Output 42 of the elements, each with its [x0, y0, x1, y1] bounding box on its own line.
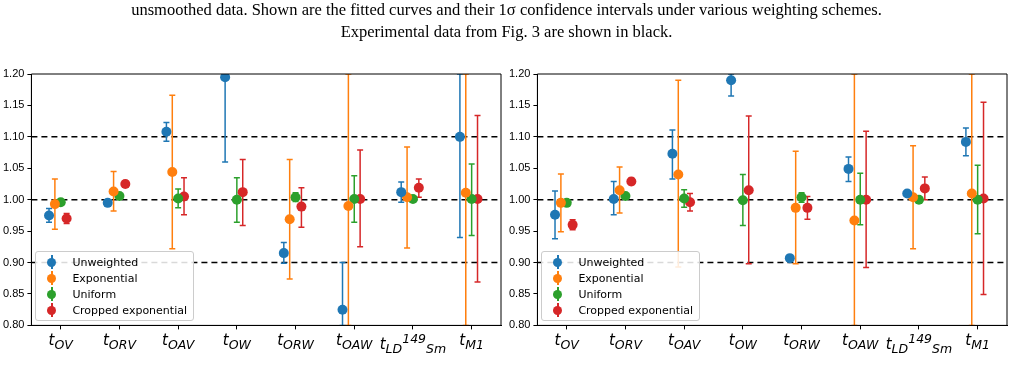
legend-label: Unweighted: [578, 255, 645, 269]
y-tick-label: 1.10: [508, 129, 531, 142]
legend-label: Uniform: [72, 287, 117, 301]
x-tick-label: t$_{ORW}$: [277, 331, 314, 353]
text: unsmoothed data. Shown are the fitted curves and their 1σ confidence intervals under various weighting schemes.: [130, 0, 883, 20]
x-tick-label: t$_{OW}$: [728, 331, 757, 353]
x-tick-label: t$_{OW}$: [222, 331, 251, 353]
x-tick-label: t$_{OAV}$: [162, 331, 195, 353]
x-tick-label: t$_{OAW}$: [336, 331, 373, 353]
x-tick-label: t$_{OV}$: [48, 331, 73, 353]
y-tick-label: 1.05: [508, 161, 531, 174]
y-tick-label: 0.95: [508, 224, 531, 237]
y-tick-label: 0.85: [508, 287, 531, 300]
x-tick-label: t$_{ORV}$: [608, 331, 642, 353]
y-tick-label: 0.85: [2, 287, 25, 300]
x-tick-label: t$_{OV}$: [554, 331, 579, 353]
legend-label: Uniform: [578, 287, 623, 301]
x-tick-label: t$_{M1}$: [965, 331, 990, 353]
y-tick-label: 1.15: [508, 98, 531, 111]
x-tick-label: t$_{ORW}$: [783, 331, 820, 353]
legend-label: Cropped exponential: [72, 303, 187, 317]
x-tick-label: t$_{ORV}$: [102, 331, 136, 353]
x-tick-label: t$_{OAV}$: [668, 331, 701, 353]
legend-label: Exponential: [578, 271, 644, 285]
legend-label: Exponential: [72, 271, 138, 285]
x-tick-label: t$_{M1}$: [459, 331, 484, 353]
y-tick-label: 0.95: [2, 224, 25, 237]
y-tick-label: 1.15: [2, 98, 25, 111]
legend-label: Cropped exponential: [578, 303, 693, 317]
y-tick-label: 1.20: [508, 67, 531, 80]
x-tick-label: t$_{OAW}$: [842, 331, 879, 353]
text: Experimental data from Fig. 3 are shown in black.: [339, 22, 674, 42]
y-tick-label: 1.05: [2, 161, 25, 174]
y-tick-label: 0.90: [508, 255, 531, 268]
y-tick-label: 0.80: [2, 318, 25, 331]
legend-label: Unweighted: [72, 255, 139, 269]
y-tick-label: 1.00: [508, 192, 531, 205]
y-tick-label: 1.00: [2, 192, 25, 205]
y-tick-label: 1.10: [2, 129, 25, 142]
y-tick-label: 0.80: [508, 318, 531, 331]
y-tick-label: 0.90: [2, 255, 25, 268]
y-tick-label: 1.20: [2, 67, 25, 80]
